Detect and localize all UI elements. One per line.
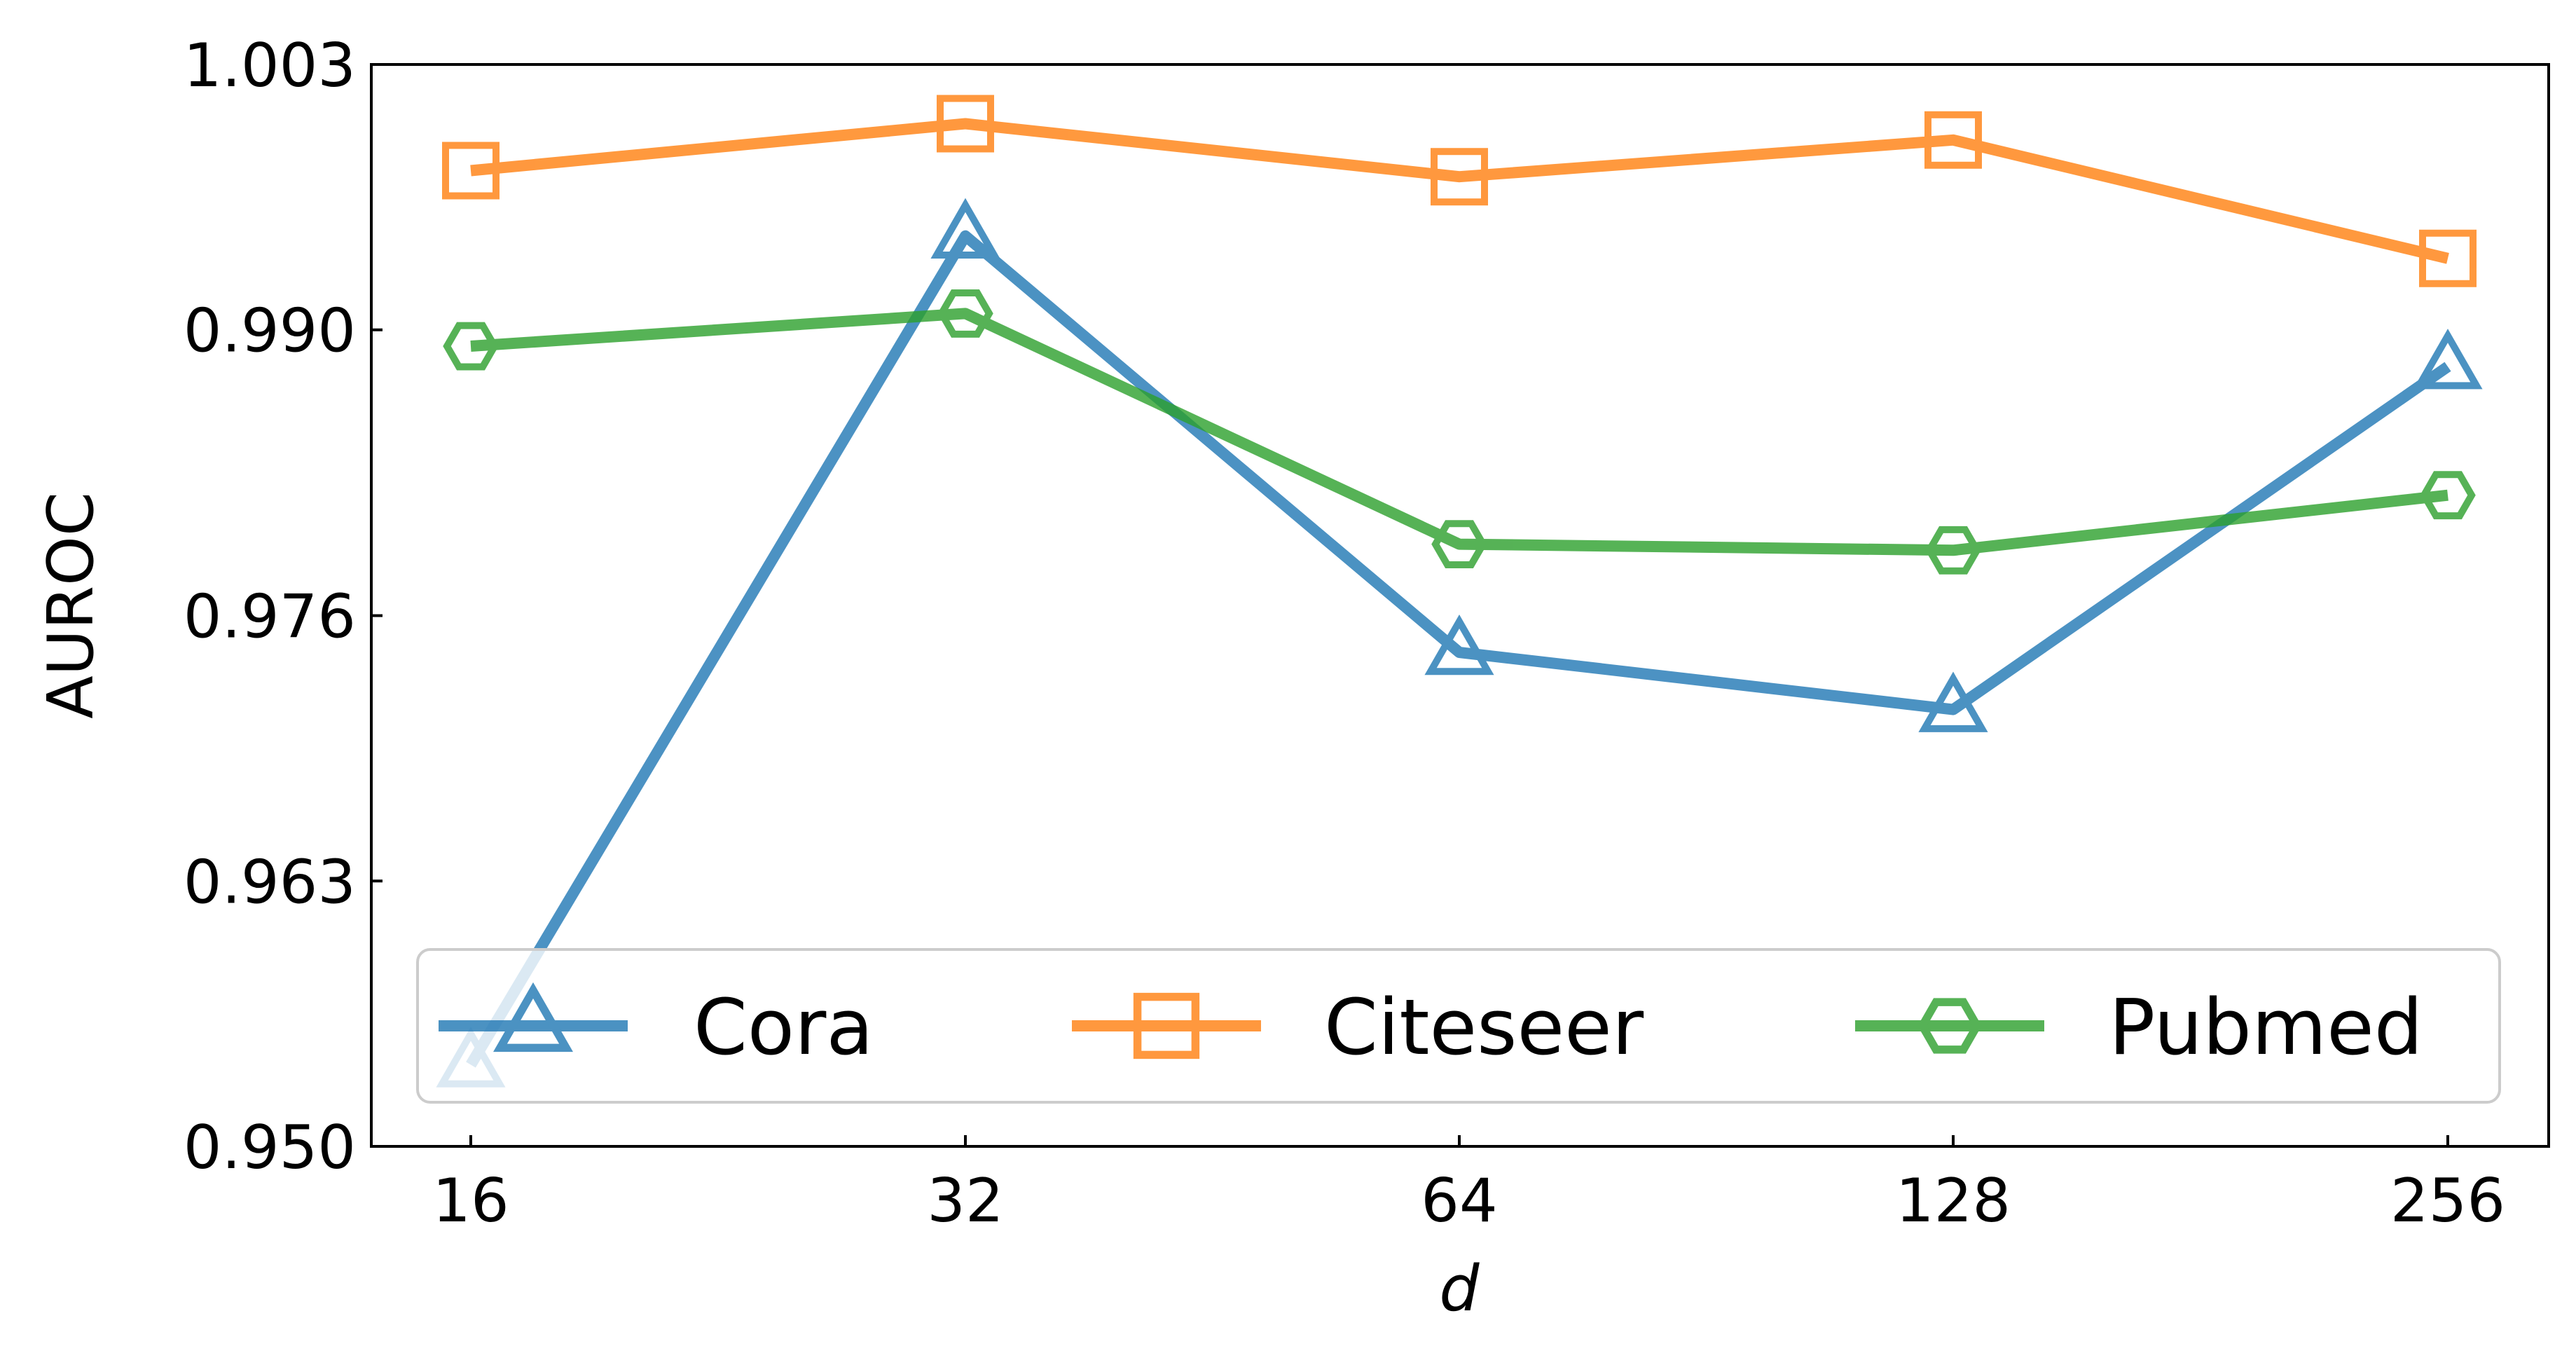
- y-axis: 0.950 0.963 0.976 0.990 1.003: [184, 31, 383, 1183]
- legend-entry-pubmed: Pubmed: [1855, 982, 2423, 1072]
- x-tick-label: 128: [1896, 1166, 2011, 1236]
- legend-label-citeseer: Citeseer: [1324, 982, 1644, 1072]
- series-pubmed: [443, 289, 2476, 575]
- y-axis-label: AUROC: [34, 492, 108, 719]
- point-cora: [1424, 614, 1494, 675]
- legend-handle-pubmed: [1855, 998, 2044, 1054]
- legend-label-pubmed: Pubmed: [2109, 982, 2423, 1072]
- series-layer: [436, 95, 2483, 1088]
- point-cora: [2413, 329, 2483, 390]
- y-tick-label: 0.963: [184, 847, 356, 917]
- point-cora: [930, 198, 1000, 259]
- series-citeseer: [442, 95, 2477, 287]
- legend-frame: [416, 948, 2501, 1104]
- series-line-citeseer: [470, 118, 2449, 264]
- x-tick-label: 16: [432, 1166, 509, 1236]
- y-tick-label: 0.976: [184, 582, 356, 652]
- point-pubmed: [1431, 520, 1487, 568]
- x-tick-label: 256: [2390, 1166, 2505, 1236]
- series-line-cora: [466, 230, 2451, 1068]
- series-line-pubmed: [470, 308, 2448, 556]
- legend-handle-citeseer: [1072, 992, 1261, 1059]
- point-cora: [1918, 671, 1988, 732]
- point-citeseer: [1431, 148, 1488, 206]
- point-pubmed: [2420, 471, 2476, 520]
- legend-entry-citeseer: Citeseer: [1072, 982, 1644, 1072]
- point-citeseer: [2419, 229, 2477, 287]
- x-tick-label: 32: [927, 1166, 1003, 1236]
- x-axis: 16 32 64 128 256: [432, 1135, 2505, 1236]
- legend-marker-cora: [493, 982, 573, 1052]
- legend-marker-pubmed: [1917, 998, 1982, 1054]
- legend-marker-citeseer: [1133, 992, 1200, 1059]
- point-citeseer: [937, 95, 994, 153]
- y-tick-label: 0.950: [184, 1113, 356, 1183]
- legend-handle-cora: [439, 982, 628, 1052]
- legend-entry-cora: Cora: [439, 982, 874, 1072]
- point-citeseer: [1924, 111, 1982, 169]
- y-tick-label: 1.003: [184, 31, 356, 101]
- point-pubmed: [1925, 526, 1981, 575]
- x-tick-label: 64: [1421, 1166, 1497, 1236]
- point-pubmed: [937, 289, 993, 338]
- legend-label-cora: Cora: [694, 982, 874, 1072]
- point-pubmed: [443, 322, 499, 371]
- y-tick-label: 0.990: [184, 296, 356, 366]
- x-axis-label: d: [1439, 1252, 1480, 1326]
- point-citeseer: [442, 142, 500, 200]
- legend: Cora Citeseer Pubmed: [416, 948, 2501, 1104]
